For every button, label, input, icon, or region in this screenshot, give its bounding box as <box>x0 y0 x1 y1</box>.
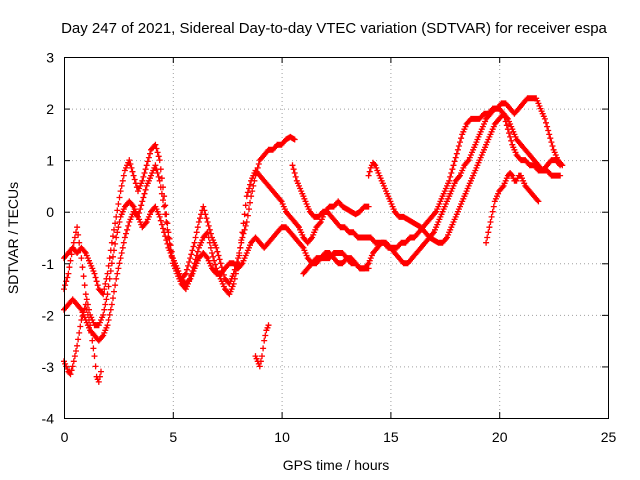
series-9-points <box>483 170 542 246</box>
series-4-points <box>61 301 104 385</box>
x-tick-label: 15 <box>383 429 399 445</box>
y-axis-label: SDTVAR / TECUs <box>5 182 21 294</box>
x-tick-label: 5 <box>169 429 177 445</box>
grid <box>64 57 608 418</box>
series-7-points <box>300 105 564 277</box>
plot-frame <box>64 57 609 419</box>
y-tick-label: -3 <box>42 359 55 375</box>
y-tick-label: -4 <box>42 411 55 427</box>
y-tick-label: 2 <box>46 101 54 117</box>
y-tick-label: 3 <box>46 50 54 66</box>
y-tick-label: -2 <box>42 307 55 323</box>
series-4 <box>61 301 104 385</box>
series-5-points <box>252 322 272 370</box>
series-8-points <box>365 110 564 246</box>
series-6 <box>289 95 566 251</box>
y-tick-label: 0 <box>46 204 54 220</box>
chart-title: Day 247 of 2021, Sidereal Day-to-day VTE… <box>61 20 607 37</box>
series-9 <box>483 170 542 246</box>
y-tick-label: 1 <box>46 153 54 169</box>
x-tick-label: 20 <box>492 429 508 445</box>
y-tick-label: -1 <box>42 256 55 272</box>
series-7 <box>300 105 564 277</box>
x-axis-label: GPS time / hours <box>283 457 390 473</box>
data-marks <box>61 95 566 385</box>
x-tick-label: 0 <box>61 429 69 445</box>
x-tick-label: 10 <box>274 429 290 445</box>
axis-ticks: 0 5 10 15 20 25 -4 -3 -2 -1 0 1 2 3 <box>42 50 617 446</box>
x-tick-label: 25 <box>601 429 617 445</box>
series-6-points <box>289 95 566 251</box>
series-8 <box>365 110 564 246</box>
series-5 <box>252 322 272 370</box>
